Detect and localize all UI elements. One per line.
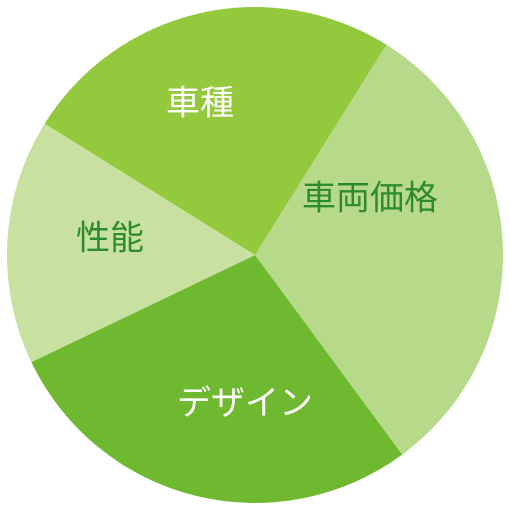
pie-svg <box>0 0 510 510</box>
pie-chart: 車両価格デザイン性能車種 <box>0 0 510 510</box>
